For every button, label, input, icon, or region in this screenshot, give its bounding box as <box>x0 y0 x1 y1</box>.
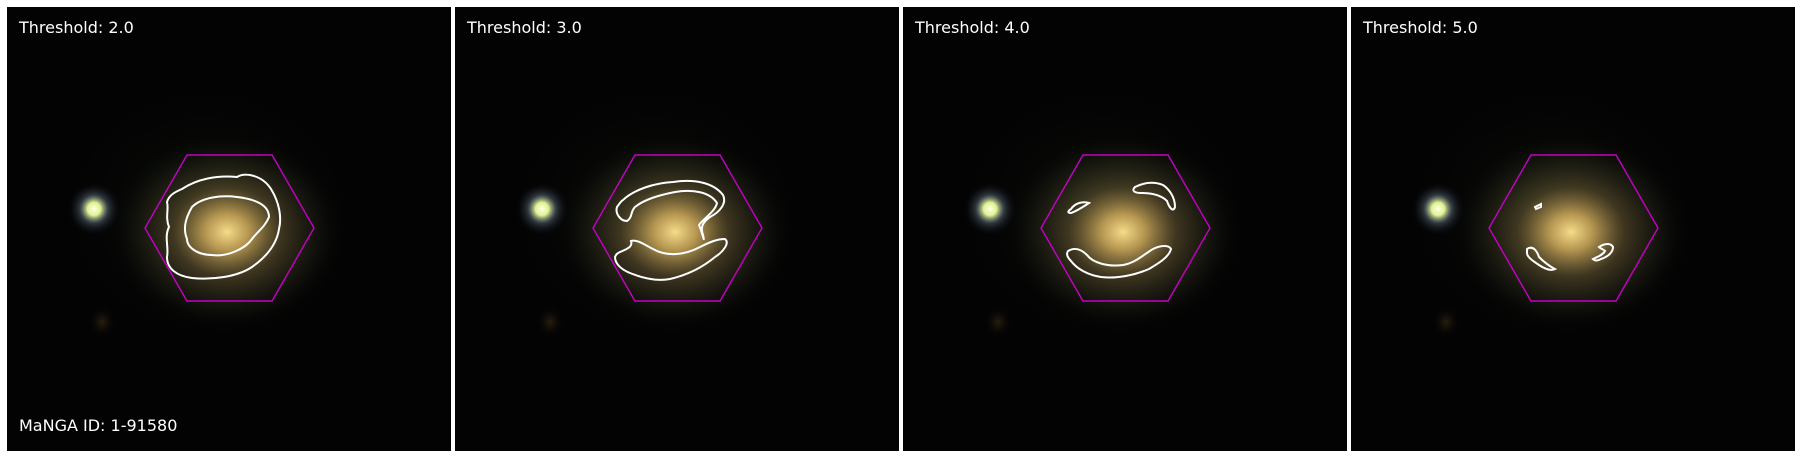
image-panel-2: Threshold: 3.0 <box>455 7 899 451</box>
threshold-label: Threshold: 5.0 <box>1363 18 1478 37</box>
manga-id-label: MaNGA ID: 1-91580 <box>19 416 178 435</box>
threshold-label: Threshold: 3.0 <box>467 18 582 37</box>
contour-right <box>1591 243 1615 262</box>
contour-dot <box>1533 202 1542 211</box>
contour-lower <box>1066 245 1173 279</box>
contour-inner <box>183 195 271 257</box>
foreground-star <box>964 183 1016 235</box>
ifu-hexagon <box>1040 154 1211 302</box>
contour-lower <box>613 237 728 281</box>
image-panel-4: Threshold: 5.0 <box>1351 7 1795 451</box>
foreground-star <box>1412 183 1464 235</box>
ifu-hexagon <box>144 154 315 302</box>
ifu-hexagon <box>592 154 763 302</box>
foreground-star <box>68 183 120 235</box>
galaxy-image <box>7 7 451 451</box>
foreground-star <box>516 183 568 235</box>
contour-left <box>1067 201 1092 215</box>
contour-left <box>1526 246 1558 271</box>
galaxy-image <box>1351 7 1795 451</box>
contour-right <box>1132 181 1177 211</box>
image-panel-3: Threshold: 4.0 <box>903 7 1347 451</box>
contour-upper <box>615 179 726 241</box>
image-panel-1: Threshold: 2.0 MaNGA ID: 1-91580 <box>7 7 451 451</box>
ifu-hexagon <box>1488 154 1659 302</box>
galaxy-image <box>455 7 899 451</box>
threshold-label: Threshold: 4.0 <box>915 18 1030 37</box>
galaxy-image <box>903 7 1347 451</box>
threshold-label: Threshold: 2.0 <box>19 18 134 37</box>
contour-outer <box>165 173 282 280</box>
